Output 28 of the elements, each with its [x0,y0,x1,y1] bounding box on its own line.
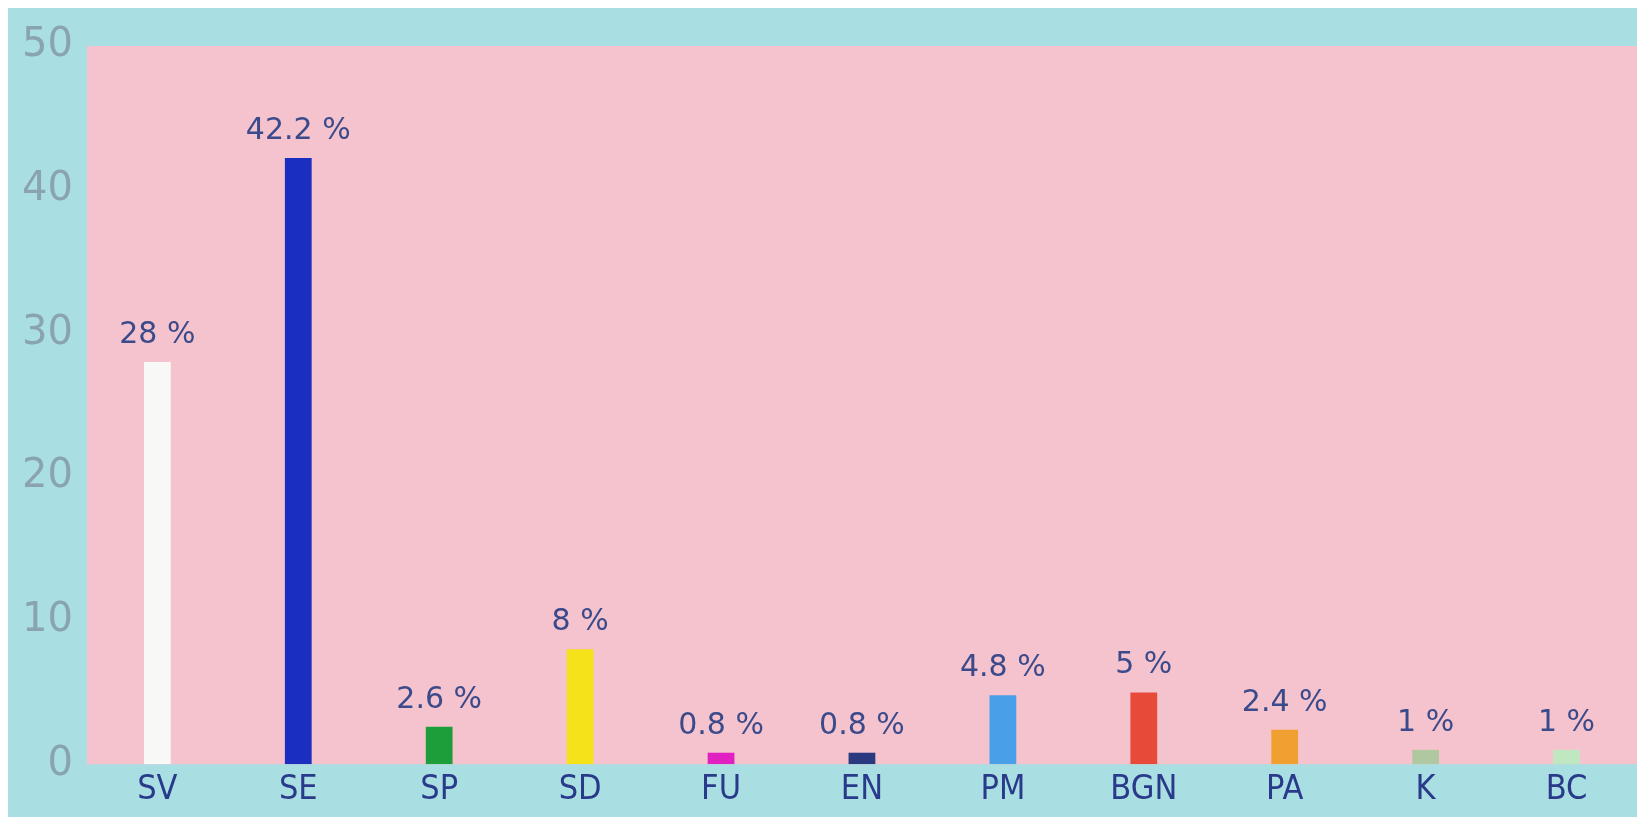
x-tick-label: EN [840,767,884,808]
y-tick-label: 40 [21,163,73,210]
x-tick-label: SV [137,767,178,808]
data-label: 2.6 % [396,679,483,715]
data-label: 4.8 % [959,648,1046,684]
data-label: 2.4 % [1241,682,1328,718]
y-tick-label: 10 [21,593,73,640]
data-label: 1 % [1537,702,1596,738]
y-tick-label: 20 [21,450,73,497]
data-label: 28 % [119,314,196,350]
data-label: 0.8 % [678,705,764,741]
x-tick-label: SP [420,767,459,808]
y-tick-label: 0 [47,737,73,784]
data-label: 1 % [1397,702,1455,738]
x-tick-label: BC [1545,767,1588,808]
x-tick-label: PM [980,767,1026,808]
data-label: 0.8 % [819,705,905,741]
x-tick-label: PA [1266,767,1304,808]
y-tick-label: 30 [21,306,73,353]
x-tick-label: SE [278,767,318,808]
x-tick-label: SD [558,767,602,808]
y-tick-label: 50 [21,19,73,66]
x-tick-label: K [1415,767,1437,808]
data-label: 42.2 % [245,110,351,146]
x-tick-label: BGN [1110,767,1178,808]
data-label: 5 % [1115,645,1173,681]
x-tick-label: FU [701,767,742,808]
data-label: 8 % [551,602,609,638]
